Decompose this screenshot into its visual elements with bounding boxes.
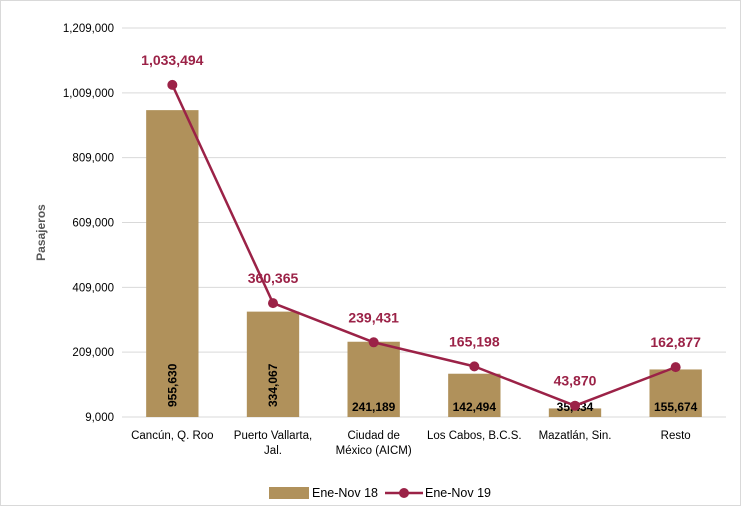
x-category-label: Ciudad de (347, 430, 399, 442)
line-point (570, 400, 580, 411)
bar-value-label: 334,067 (266, 363, 280, 407)
y-tick-label: 1,209,000 (63, 23, 114, 35)
legend: Ene-Nov 18 Ene-Nov 19 (269, 486, 491, 500)
line-value-label: 43,870 (554, 373, 597, 389)
y-tick-label: 209,000 (72, 347, 114, 359)
y-tick-label: 609,000 (72, 218, 114, 230)
y-axis-ticks: 9,000 209,000 409,000 609,000 809,000 1,009,0… (63, 23, 114, 424)
x-category-label: Resto (661, 430, 691, 442)
x-category-label: México (AICM) (336, 445, 412, 457)
bar-value-label: 955,630 (165, 363, 179, 407)
line-point (167, 79, 178, 90)
line-point (368, 337, 379, 348)
bar (246, 311, 300, 417)
line-value-label: 165,198 (449, 333, 500, 349)
bar-labels: 955,630334,067241,189142,49435,434155,67… (165, 363, 697, 414)
gridlines (122, 27, 726, 418)
y-tick-label: 809,000 (72, 153, 114, 165)
line-series (167, 79, 681, 411)
y-tick-label: 1,009,000 (63, 88, 114, 100)
x-category-label: Mazatlán, Sin. (539, 430, 612, 442)
x-category-label: Puerto Vallarta, (234, 430, 312, 442)
bar (548, 408, 602, 417)
bar-series (146, 110, 702, 418)
bar (649, 369, 702, 417)
line-point (469, 361, 480, 372)
line-value-label: 162,877 (650, 334, 701, 350)
line-point (268, 298, 278, 309)
x-category-label: Los Cabos, B.C.S. (427, 430, 522, 442)
bar-value-label: 142,494 (453, 400, 497, 414)
x-category-label: Jal. (264, 445, 282, 457)
y-axis-title: Pasajeros (34, 204, 48, 261)
y-tick-label: 409,000 (72, 282, 114, 294)
bar (146, 110, 199, 418)
line-value-label: 1,033,494 (141, 52, 203, 68)
line-value-label: 239,431 (348, 309, 399, 325)
y-tick-label: 9,000 (85, 412, 114, 424)
bar-value-label: 155,674 (654, 400, 698, 414)
legend-label: Ene-Nov 19 (425, 486, 491, 500)
bar (347, 341, 400, 417)
x-category-label: Cancún, Q. Roo (131, 430, 213, 442)
line-point (670, 362, 681, 373)
bar-value-label: 241,189 (352, 400, 396, 414)
legend-bar-swatch (269, 487, 309, 499)
series-line (171, 84, 677, 407)
x-axis-categories: Cancún, Q. Roo Puerto Vallarta, Jal. Ciudad… (131, 430, 691, 457)
legend-line-marker (399, 488, 409, 498)
line-value-label: 360,365 (248, 270, 299, 286)
line-labels: 1,033,494 360,365 239,431 165,198 43,870 162,… (141, 52, 701, 389)
bar (448, 373, 501, 417)
legend-label: Ene-Nov 18 (312, 486, 378, 500)
